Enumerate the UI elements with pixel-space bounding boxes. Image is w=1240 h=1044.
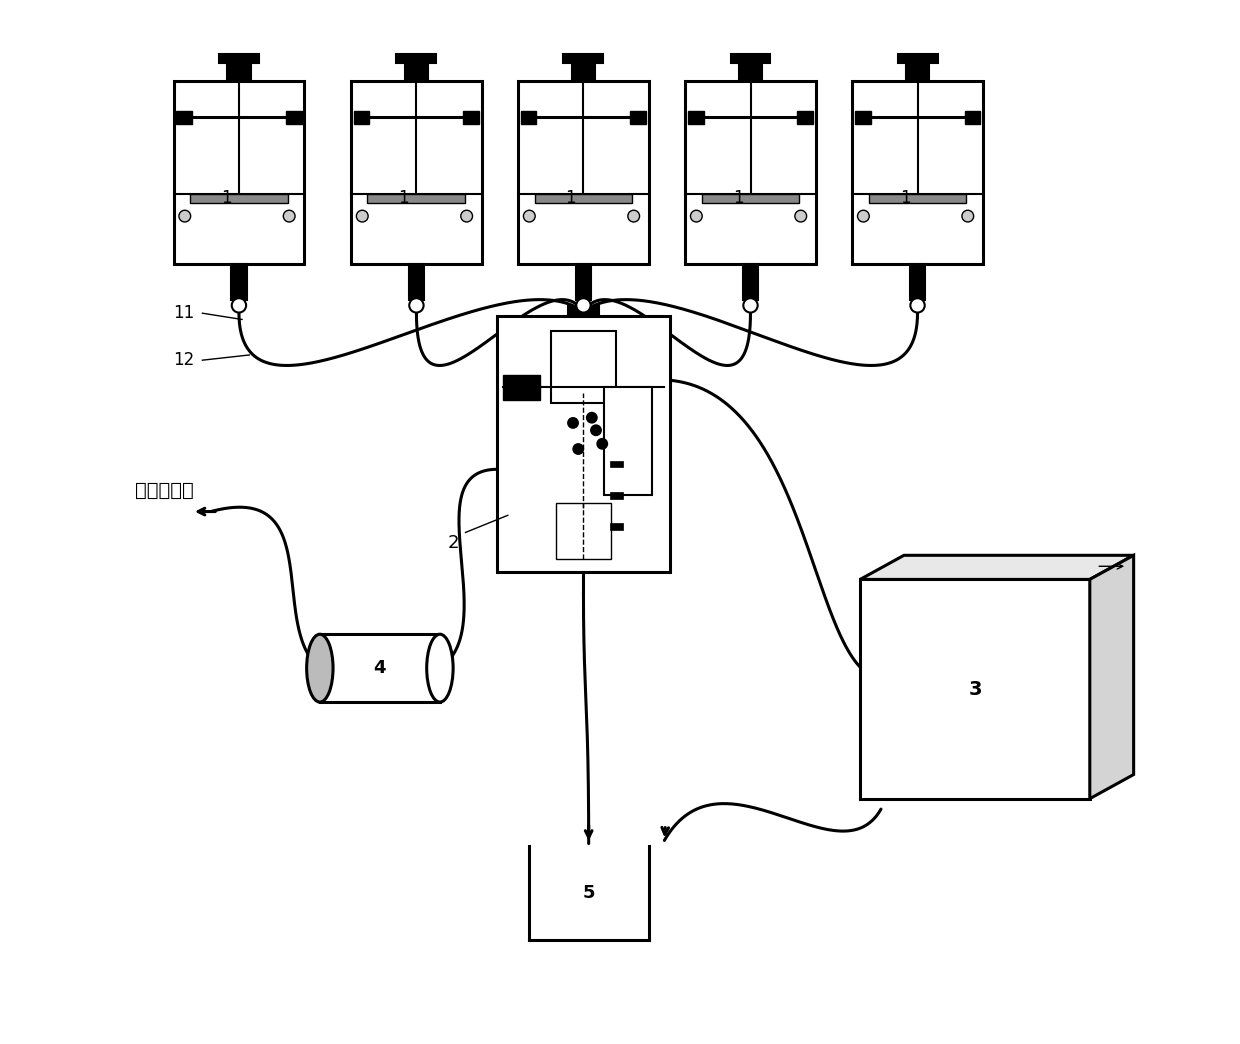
Circle shape <box>283 210 295 222</box>
Bar <box>397 54 436 63</box>
Circle shape <box>409 299 424 312</box>
Bar <box>743 264 759 301</box>
Bar <box>190 194 288 204</box>
Circle shape <box>795 210 806 222</box>
Bar <box>534 194 632 204</box>
Circle shape <box>962 210 973 222</box>
Ellipse shape <box>427 635 453 703</box>
Bar <box>905 63 929 81</box>
Text: 1: 1 <box>221 189 232 208</box>
Text: 1: 1 <box>398 189 409 208</box>
Bar <box>702 194 800 204</box>
Bar <box>231 264 247 301</box>
Circle shape <box>596 438 608 449</box>
Bar <box>464 111 479 124</box>
Circle shape <box>743 299 758 312</box>
Text: 原矿入料口: 原矿入料口 <box>135 481 193 500</box>
Bar <box>797 111 813 124</box>
Bar <box>965 111 980 124</box>
Polygon shape <box>861 555 1133 579</box>
Bar <box>578 270 589 289</box>
Circle shape <box>523 210 536 222</box>
Text: 1: 1 <box>733 189 743 208</box>
Bar <box>551 331 616 403</box>
Text: 1: 1 <box>565 189 577 208</box>
Bar <box>854 111 870 124</box>
Bar <box>320 634 440 702</box>
Bar <box>410 270 423 289</box>
Circle shape <box>179 210 191 222</box>
Bar <box>227 63 250 81</box>
Circle shape <box>910 299 925 312</box>
Bar <box>367 194 465 204</box>
Bar <box>686 81 816 264</box>
Bar <box>739 63 763 81</box>
Polygon shape <box>1090 555 1133 799</box>
Circle shape <box>573 444 584 454</box>
Bar <box>409 264 424 301</box>
Circle shape <box>568 418 578 428</box>
Bar <box>610 492 624 499</box>
Bar <box>861 579 1090 799</box>
Text: 2: 2 <box>448 533 459 552</box>
Circle shape <box>590 425 601 435</box>
Text: 1: 1 <box>900 189 910 208</box>
Bar <box>610 460 624 468</box>
Bar <box>497 315 670 572</box>
Bar <box>233 270 244 289</box>
Bar <box>176 111 192 124</box>
Bar <box>286 111 301 124</box>
Circle shape <box>587 412 596 423</box>
Bar <box>898 54 937 63</box>
Bar <box>219 54 259 63</box>
Circle shape <box>356 210 368 222</box>
Bar <box>730 54 770 63</box>
Bar <box>572 63 595 81</box>
Bar <box>556 502 611 559</box>
Bar <box>911 270 924 289</box>
Text: 4: 4 <box>373 659 386 678</box>
Bar <box>604 387 652 495</box>
Circle shape <box>232 299 246 312</box>
Bar <box>518 81 649 264</box>
Circle shape <box>691 210 702 222</box>
Text: 5: 5 <box>583 883 595 902</box>
Circle shape <box>858 210 869 222</box>
Circle shape <box>577 299 590 312</box>
Bar <box>688 111 703 124</box>
Bar <box>910 264 925 301</box>
Bar <box>502 375 541 400</box>
Ellipse shape <box>306 635 334 703</box>
Bar <box>521 111 537 124</box>
Circle shape <box>627 210 640 222</box>
Bar <box>351 81 481 264</box>
Text: 3: 3 <box>968 680 982 698</box>
Bar <box>174 81 304 264</box>
Text: 11: 11 <box>174 304 195 323</box>
Bar <box>610 523 624 530</box>
Bar <box>353 111 370 124</box>
Bar <box>575 264 591 301</box>
Bar <box>852 81 983 264</box>
Bar <box>404 63 428 81</box>
Bar <box>630 111 646 124</box>
Text: 12: 12 <box>174 351 195 370</box>
Bar <box>745 270 756 289</box>
Bar <box>563 54 604 63</box>
Bar <box>868 194 966 204</box>
Bar <box>568 306 599 315</box>
Circle shape <box>461 210 472 222</box>
